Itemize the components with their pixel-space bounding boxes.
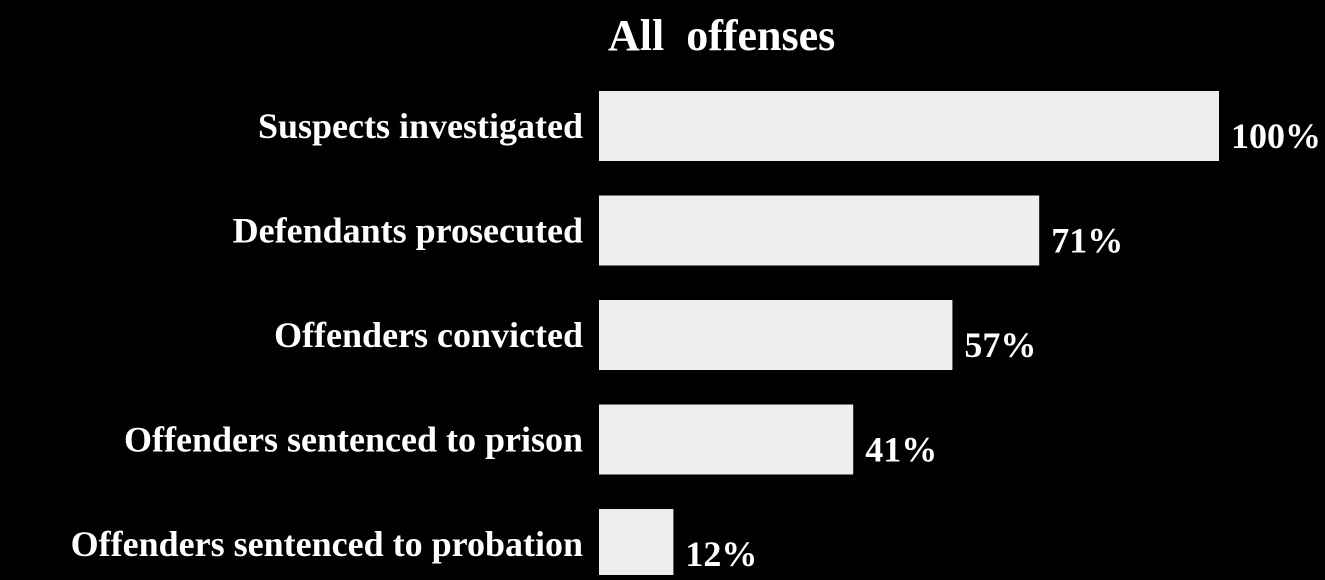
value-label-4: 12% (685, 534, 757, 574)
bar-4 (599, 509, 674, 579)
category-label-4: Offenders sentenced to probation (71, 524, 583, 564)
bar-2 (599, 300, 953, 370)
category-label-2: Offenders convicted (274, 315, 583, 355)
category-label-1: Defendants prosecuted (233, 211, 583, 251)
value-label-3: 41% (865, 430, 937, 470)
bar-3 (599, 404, 854, 475)
category-label-0: Suspects investigated (258, 106, 583, 146)
bar-1 (599, 195, 1040, 266)
chart-title: All offenses (608, 11, 836, 60)
bar-0 (599, 91, 1219, 161)
value-label-1: 71% (1051, 221, 1123, 261)
value-label-2: 57% (964, 325, 1036, 365)
value-label-0: 100% (1231, 116, 1321, 156)
category-label-3: Offenders sentenced to prison (124, 420, 583, 460)
